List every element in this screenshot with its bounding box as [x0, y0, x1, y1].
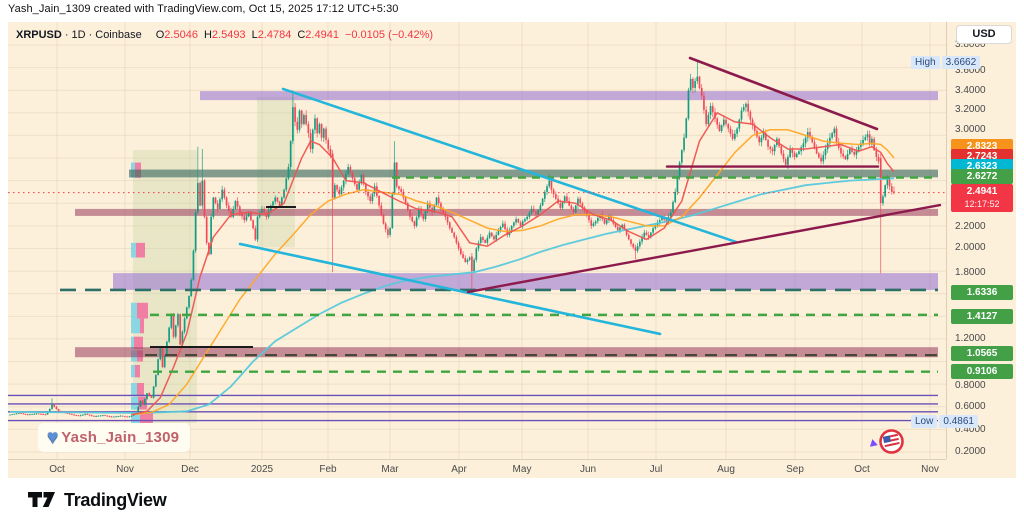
last-price-value: 2.4941	[966, 186, 998, 197]
price-tick: 0.4000	[955, 424, 986, 435]
low-label: L	[251, 29, 258, 41]
price-tick: 2.0000	[955, 242, 986, 253]
time-label-feb: Feb	[319, 464, 337, 475]
triangle-upper-line[interactable]	[688, 56, 879, 131]
time-label-jul: Jul	[649, 464, 663, 475]
usa-flag-sticker[interactable]	[869, 429, 905, 455]
legend-separator-2: ·	[88, 29, 93, 41]
supply-zone-3.35[interactable]	[200, 91, 938, 101]
open-value: 2.5046	[164, 29, 198, 41]
time-label-may: May	[512, 464, 532, 475]
price-label-2.6272: 2.6272	[951, 169, 1013, 184]
price-tick: 2.2000	[955, 221, 986, 232]
tradingview-footer-link[interactable]: TradingView	[28, 488, 167, 512]
time-label-oct: Oct	[854, 464, 870, 475]
price-tick: 3.2000	[955, 104, 986, 115]
change-value: −0.0105 (−0.42%)	[344, 29, 434, 41]
price-tick: 0.8000	[955, 380, 986, 391]
watermark-username: Yash_Jain_1309	[61, 429, 180, 446]
price-label-1.4127: 1.4127	[951, 309, 1013, 324]
timeframe[interactable]: 1D	[71, 29, 86, 41]
price-tick: 1.8000	[955, 267, 986, 278]
time-axis[interactable]: Oct Nov Dec 2025 Feb Mar Apr May Jun Jul Aug Sep Oct…	[8, 459, 946, 478]
time-label-oct: Oct	[49, 464, 65, 475]
time-label-sep: Sep	[786, 464, 804, 475]
legend-separator-1: ·	[64, 29, 69, 41]
price-label-1.0565: 1.0565	[951, 346, 1013, 361]
symbol-name[interactable]: XRPUSD	[16, 29, 62, 41]
high-value: 3.6662	[941, 56, 981, 69]
low-value: 0.4861	[939, 415, 978, 428]
high-marker: High 3.6662	[911, 56, 982, 69]
price-label-0.9106: 0.9106	[951, 364, 1013, 379]
cursor-arrow-icon	[869, 439, 880, 449]
wedge-upper-line[interactable]	[281, 87, 738, 244]
ma-200	[9, 177, 895, 414]
low-tag: Low	[911, 415, 938, 428]
tradingview-logo-icon	[28, 492, 55, 507]
wedge-lower-line[interactable]	[238, 242, 662, 336]
price-tick: 0.2000	[955, 446, 986, 457]
close-value: 2.4941	[305, 29, 339, 41]
last-price-label: 2.4941 12:17:52	[951, 184, 1013, 212]
close-label: C	[297, 29, 306, 41]
time-label-dec: Dec	[181, 464, 199, 475]
ma-fast	[131, 111, 895, 416]
chart-panel[interactable]: XRPUSD · 1D · Coinbase O2.5046 H2.5493 L2.4784 C…	[8, 22, 1016, 478]
price-tick: 0.6000	[955, 401, 986, 412]
exchange-name: Coinbase	[95, 29, 142, 41]
price-tick: 3.6000	[955, 65, 986, 76]
price-axis[interactable]: 3.8000 3.6000 3.4000 3.2000 3.0000 2.2000 2.00…	[911, 22, 1016, 459]
bar-countdown: 12:17:52	[964, 199, 1000, 209]
user-watermark: ♥ Yash_Jain_1309	[38, 423, 190, 452]
time-label-nov: Nov	[921, 464, 939, 475]
attribution-text: Yash_Jain_1309 created with TradingView.…	[8, 3, 399, 15]
low-marker: Low 0.4861	[911, 415, 980, 428]
ascending-support-line[interactable]	[466, 203, 942, 294]
grid	[8, 22, 946, 459]
low-value: 2.4784	[257, 29, 292, 41]
price-tick: 3.0000	[955, 124, 986, 135]
high-value: 2.5493	[211, 29, 246, 41]
price-tick: 1.2000	[955, 333, 986, 344]
zone-maroon-2.32[interactable]	[75, 208, 938, 216]
price-tick: 3.8000	[955, 39, 986, 50]
ma-mid	[131, 129, 895, 416]
time-label-jun: Jun	[579, 464, 597, 475]
price-label-1.6336: 1.6336	[951, 285, 1013, 300]
time-label-nov: Nov	[116, 464, 134, 475]
zone-maroon-1.08[interactable]	[75, 347, 938, 358]
high-tag: High	[911, 56, 940, 69]
time-label-aug: Aug	[717, 464, 735, 475]
time-label-apr: Apr	[451, 464, 467, 475]
flag-circle-icon	[879, 429, 904, 454]
tradingview-logo-text: TradingView	[64, 489, 167, 510]
symbol-legend[interactable]: XRPUSD · 1D · Coinbase O2.5046 H2.5493 L2.4784 C…	[16, 29, 433, 41]
open-label: O	[155, 29, 165, 41]
time-label-2025: 2025	[250, 464, 274, 475]
candlestick-chart-surface[interactable]	[8, 22, 946, 459]
price-tick: 3.4000	[955, 85, 986, 96]
time-label-mar: Mar	[381, 464, 399, 475]
currency-toggle-button[interactable]: USD	[956, 25, 1012, 44]
candles	[9, 60, 895, 418]
heart-icon: ♥	[47, 427, 59, 448]
high-label: H	[203, 29, 212, 41]
